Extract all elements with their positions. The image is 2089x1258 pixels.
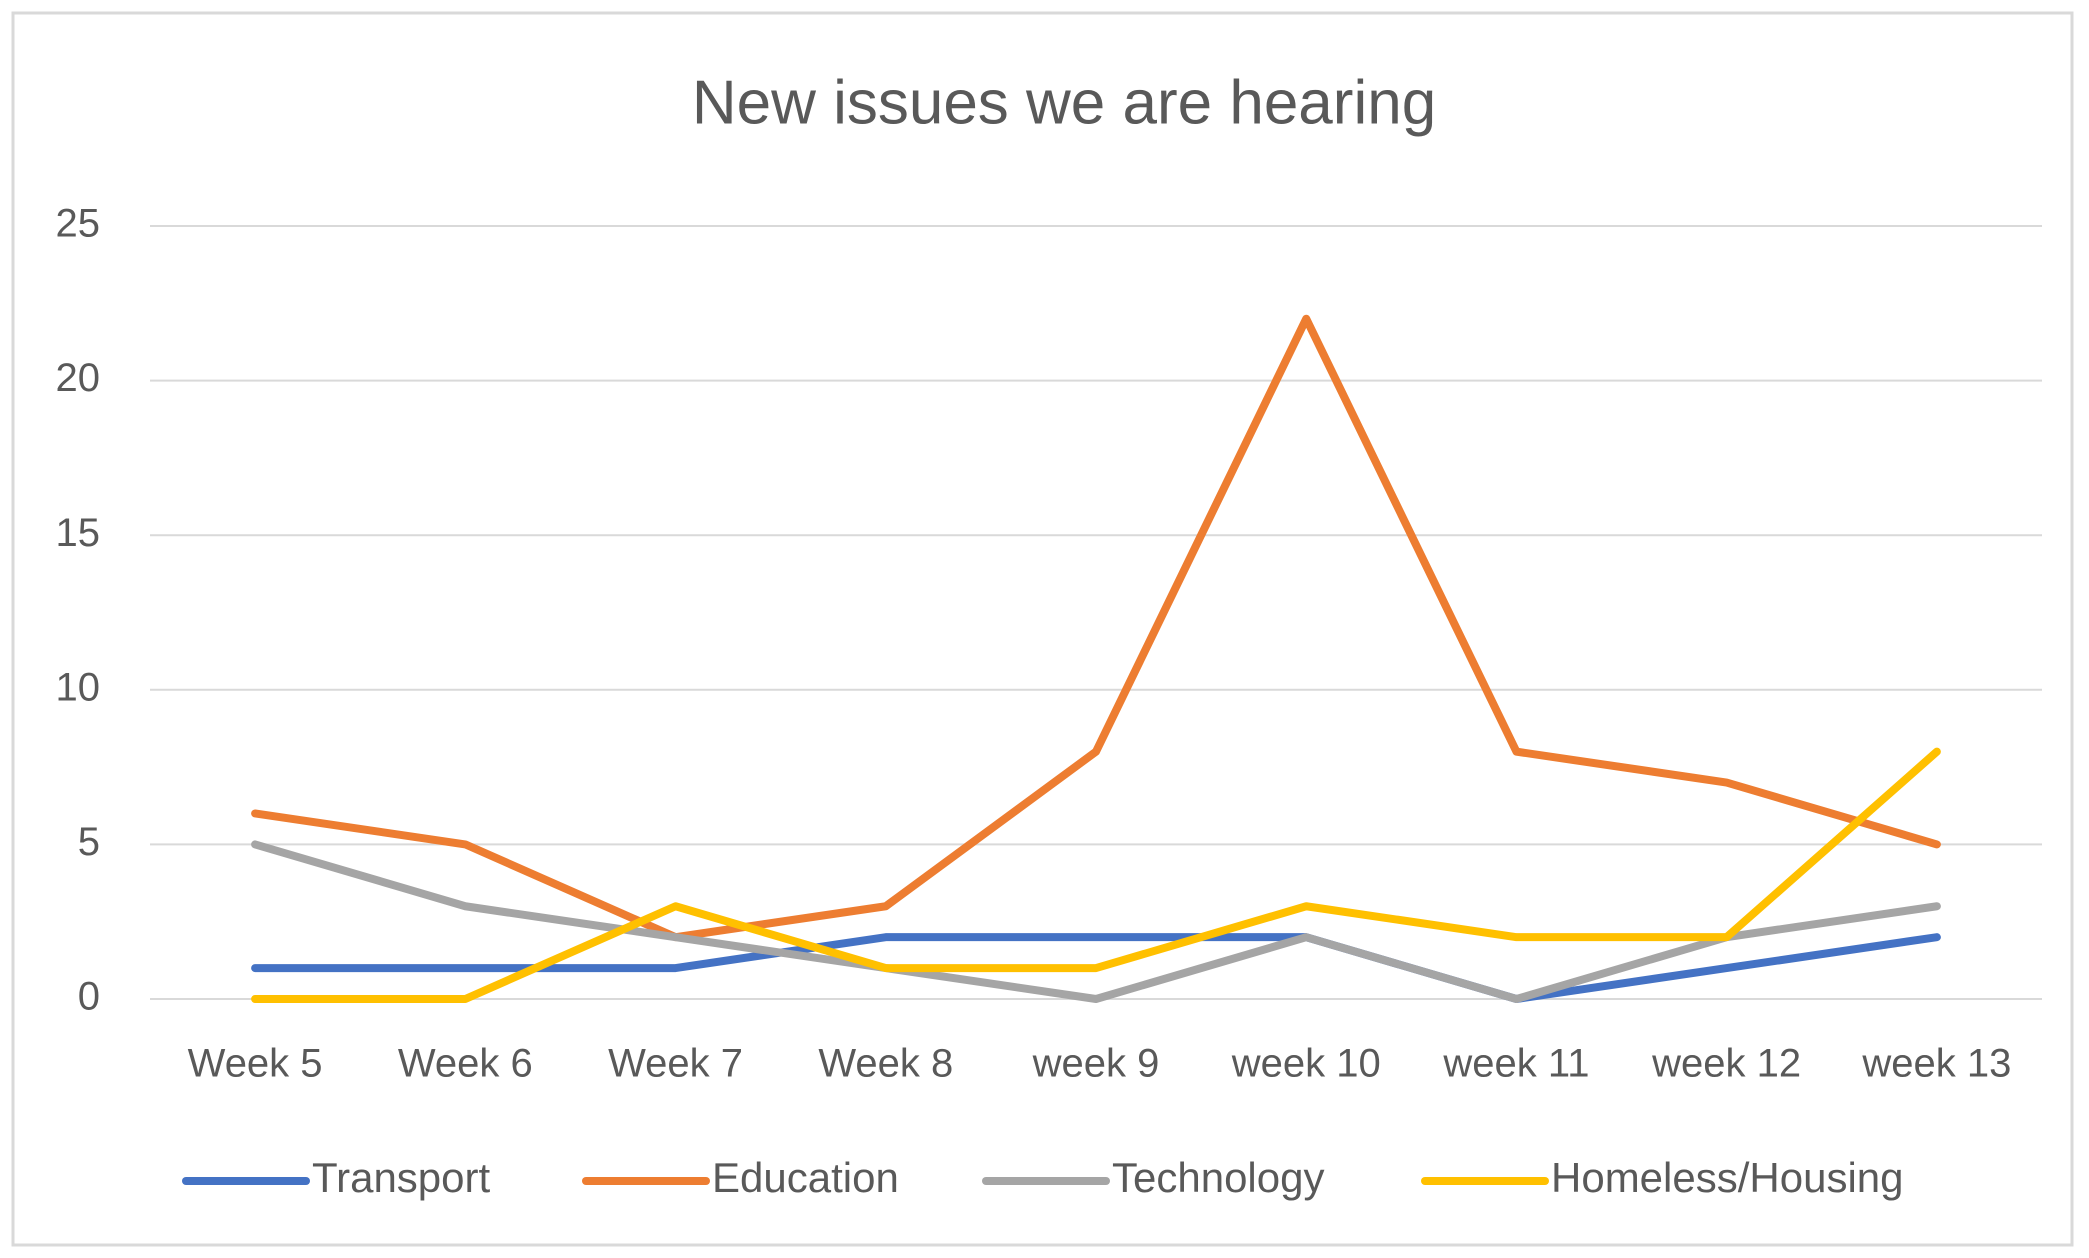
series-line (251, 314, 1941, 942)
legend-label: Homeless/Housing (1551, 1154, 1904, 1201)
x-tick-label: Week 6 (398, 1042, 533, 1086)
y-tick-label: 20 (56, 356, 101, 400)
x-tick-label: Week 5 (188, 1042, 323, 1086)
legend-label: Transport (312, 1154, 491, 1201)
chart-title: New issues we are hearing (692, 68, 1436, 137)
legend-label: Education (712, 1154, 899, 1201)
x-tick-label: week 9 (1032, 1042, 1160, 1086)
x-tick-label: week 11 (1442, 1042, 1589, 1086)
legend-label: Technology (1112, 1154, 1324, 1201)
series-line (251, 747, 1941, 1003)
x-tick-label: Week 7 (608, 1042, 743, 1086)
x-tick-label: week 10 (1231, 1042, 1381, 1086)
y-tick-label: 0 (78, 975, 100, 1019)
y-tick-label: 5 (78, 820, 100, 864)
chart-border (11, 11, 2074, 1247)
y-tick-label: 25 (56, 202, 101, 246)
x-tick-label: week 13 (1861, 1042, 2011, 1086)
series-line (251, 840, 1941, 1003)
x-tick-label: week 12 (1651, 1042, 1801, 1086)
x-tick-label: Week 8 (818, 1042, 953, 1086)
y-tick-label: 10 (56, 665, 101, 709)
y-tick-label: 15 (56, 511, 101, 555)
